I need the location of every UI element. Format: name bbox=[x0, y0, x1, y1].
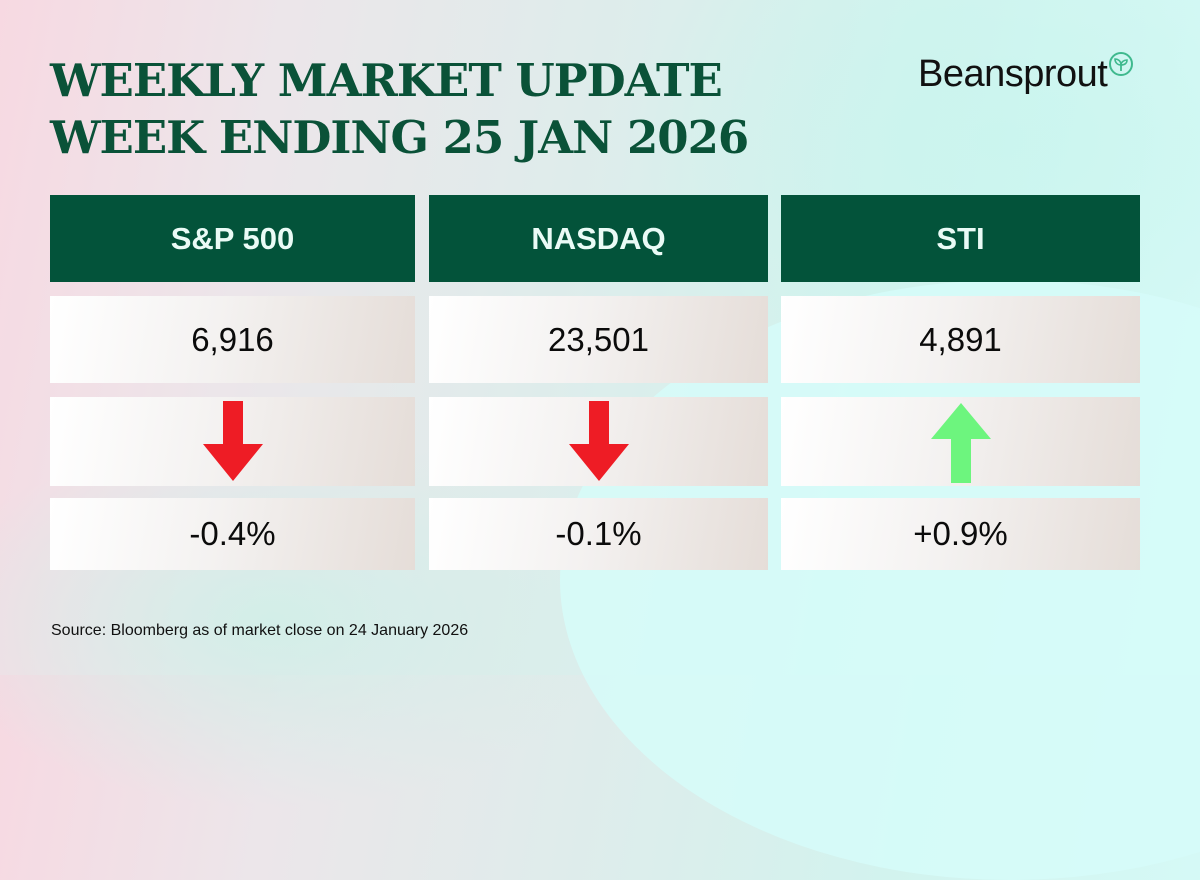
index-header: STI bbox=[781, 195, 1140, 282]
index-value: 6,916 bbox=[50, 296, 415, 383]
change-value: +0.9% bbox=[781, 498, 1140, 570]
index-column-nasdaq: NASDAQ 23,501 -0.1% bbox=[429, 195, 768, 570]
direction-cell bbox=[50, 397, 415, 486]
sprout-leaf-icon bbox=[1109, 52, 1134, 76]
background-blob bbox=[0, 430, 620, 810]
brand-logo: Beansprout bbox=[918, 52, 1134, 96]
index-column-sti: STI 4,891 +0.9% bbox=[781, 195, 1140, 570]
change-value: -0.1% bbox=[429, 498, 768, 570]
arrow-down-icon bbox=[202, 400, 263, 481]
index-column-sp500: S&P 500 6,916 -0.4% bbox=[50, 195, 415, 570]
title-line-2: WEEK ENDING 25 JAN 2026 bbox=[50, 111, 749, 164]
source-note: Source: Bloomberg as of market close on … bbox=[51, 622, 469, 639]
direction-cell bbox=[781, 397, 1140, 486]
title-line-1: WEEKLY MARKET UPDATE bbox=[50, 54, 723, 107]
direction-cell bbox=[429, 397, 768, 486]
index-header: S&P 500 bbox=[50, 195, 415, 282]
arrow-up-icon bbox=[930, 402, 991, 483]
index-value: 4,891 bbox=[781, 296, 1140, 383]
brand-name: Beansprout bbox=[918, 53, 1108, 95]
index-header: NASDAQ bbox=[429, 195, 768, 282]
index-value: 23,501 bbox=[429, 296, 768, 383]
change-value: -0.4% bbox=[50, 498, 415, 570]
arrow-down-icon bbox=[568, 400, 629, 481]
page-title: WEEKLY MARKET UPDATE WEEK ENDING 25 JAN … bbox=[50, 52, 749, 166]
